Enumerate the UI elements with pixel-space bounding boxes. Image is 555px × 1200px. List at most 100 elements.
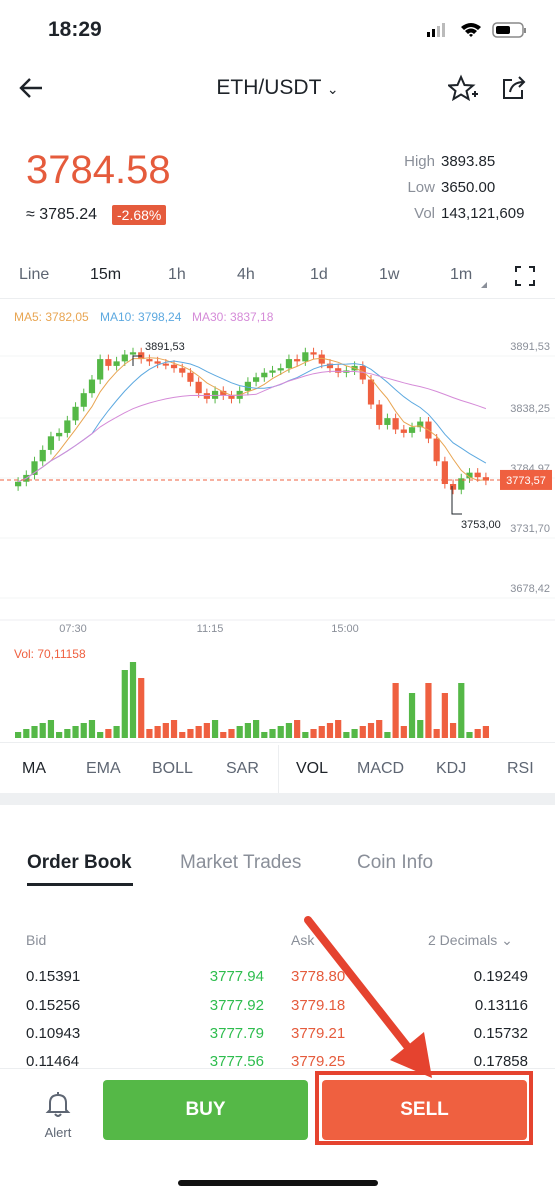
bid-qty: 0.11464 <box>26 1054 80 1068</box>
back-arrow-icon[interactable] <box>18 76 44 100</box>
signal-wifi-battery-icon <box>427 22 526 38</box>
indicator-kdj[interactable]: KDJ <box>436 760 467 777</box>
bid-price[interactable]: 3777.56 <box>209 1054 264 1068</box>
candle <box>335 368 342 373</box>
volume-bar <box>261 732 268 738</box>
sell-button[interactable]: SELL <box>322 1080 527 1140</box>
candle <box>302 352 309 362</box>
decimals-select[interactable]: 2 Decimals ⌄ <box>428 932 513 949</box>
bid-price[interactable]: 3777.79 <box>209 1025 264 1042</box>
indicator-sar[interactable]: SAR <box>226 760 259 777</box>
low-marker: 3753,00 <box>461 519 501 531</box>
ma30-line <box>17 370 487 483</box>
tab-order-book[interactable]: Order Book <box>27 852 132 873</box>
ma30-legend: MA30: 3837,18 <box>192 310 274 324</box>
volume-bar <box>400 726 407 738</box>
section-separator <box>0 793 555 805</box>
candle <box>121 354 128 362</box>
volume-bar <box>318 726 325 738</box>
candle <box>261 372 268 378</box>
pair-title[interactable]: ETH/USDT ⌄ <box>0 76 555 100</box>
candle <box>195 381 202 394</box>
candle <box>187 372 194 382</box>
volume-bar <box>211 720 219 738</box>
volume-bar <box>482 726 489 738</box>
fullscreen-icon[interactable] <box>515 266 535 286</box>
volume-bar <box>326 723 334 738</box>
candle <box>384 418 391 425</box>
bid-price[interactable]: 3777.92 <box>209 997 264 1014</box>
indicator-ema[interactable]: EMA <box>86 760 121 777</box>
volume-bar <box>376 720 383 738</box>
volume-bar <box>449 723 457 738</box>
tab-1h[interactable]: 1h <box>168 266 186 283</box>
volume-bar <box>203 723 210 738</box>
status-icons <box>425 20 535 40</box>
tab-market-trades[interactable]: Market Trades <box>180 852 302 873</box>
ask-price[interactable]: 3779.18 <box>291 997 346 1014</box>
ma10-line <box>17 360 487 483</box>
volume-bar <box>253 720 260 738</box>
volume-bar <box>220 732 227 738</box>
volume-bar <box>367 723 375 738</box>
tab-1w[interactable]: 1w <box>379 266 400 283</box>
indicator-ma[interactable]: MA <box>22 760 46 777</box>
candle <box>179 368 186 373</box>
volume-bar <box>72 726 79 738</box>
volume-bar <box>64 729 71 738</box>
bid-qty: 0.15256 <box>26 997 81 1014</box>
low-label: Low <box>407 179 435 196</box>
candle <box>253 377 260 382</box>
volume-bar <box>97 732 104 738</box>
indicator-rsi[interactable]: RSI <box>507 760 534 777</box>
candle <box>474 472 481 478</box>
favorite-star-icon[interactable] <box>446 74 478 104</box>
candlestick-chart[interactable]: 3891,533838,253784,973731,703678,4207:30… <box>0 326 555 742</box>
high-label: High <box>404 153 435 170</box>
volume-bar <box>88 720 96 738</box>
ask-qty: 0.19249 <box>473 968 528 985</box>
y-axis-label: 3838,25 <box>510 403 550 415</box>
order-book-row-clip: 0.11464 3777.56 3779.25 0.17858 <box>0 1054 555 1068</box>
x-axis-label: 07:30 <box>59 623 87 635</box>
volume-bar <box>105 729 112 738</box>
ask-price[interactable]: 3778.80 <box>291 968 346 985</box>
tab-1d[interactable]: 1d <box>310 266 328 283</box>
high-marker: 3891,53 <box>145 341 185 353</box>
candle <box>466 472 473 479</box>
home-indicator <box>178 1180 378 1186</box>
candle <box>154 361 161 364</box>
indicator-boll[interactable]: BOLL <box>152 760 193 777</box>
tab-15m[interactable]: 15m <box>90 266 122 283</box>
tab-line[interactable]: Line <box>19 266 50 283</box>
candle <box>441 461 448 485</box>
y-axis-label: 3731,70 <box>510 523 550 535</box>
candle <box>408 427 416 433</box>
volume-bar <box>47 720 55 738</box>
candle <box>482 477 489 481</box>
sell-highlight-box <box>315 1071 533 1145</box>
candle <box>376 404 383 425</box>
ask-price[interactable]: 3779.25 <box>291 1054 346 1068</box>
tab-4h[interactable]: 4h <box>237 266 255 283</box>
bid-header: Bid <box>26 932 47 948</box>
candle <box>326 363 334 369</box>
buy-button[interactable]: BUY <box>103 1080 308 1140</box>
volume-label: Vol: 70,11158 <box>14 647 86 661</box>
ma10-legend: MA10: 3798,24 <box>100 310 182 324</box>
chevron-down-icon: ⌄ <box>501 932 513 948</box>
indicator-vol[interactable]: VOL <box>296 760 329 777</box>
alert-button[interactable]: Alert <box>34 1090 82 1140</box>
ask-price[interactable]: 3779.21 <box>291 1025 346 1042</box>
volume-bar <box>146 729 153 738</box>
bid-price[interactable]: 3777.94 <box>209 968 264 985</box>
volume-bar <box>359 726 366 738</box>
volume-bar <box>162 723 169 738</box>
share-icon[interactable] <box>500 76 528 102</box>
volume-bar <box>433 729 440 738</box>
bid-qty: 0.15391 <box>26 968 81 985</box>
divider <box>0 298 555 299</box>
tab-coin-info[interactable]: Coin Info <box>357 852 434 873</box>
indicator-macd[interactable]: MACD <box>357 760 405 777</box>
tab-1m[interactable]: 1m <box>450 266 473 283</box>
